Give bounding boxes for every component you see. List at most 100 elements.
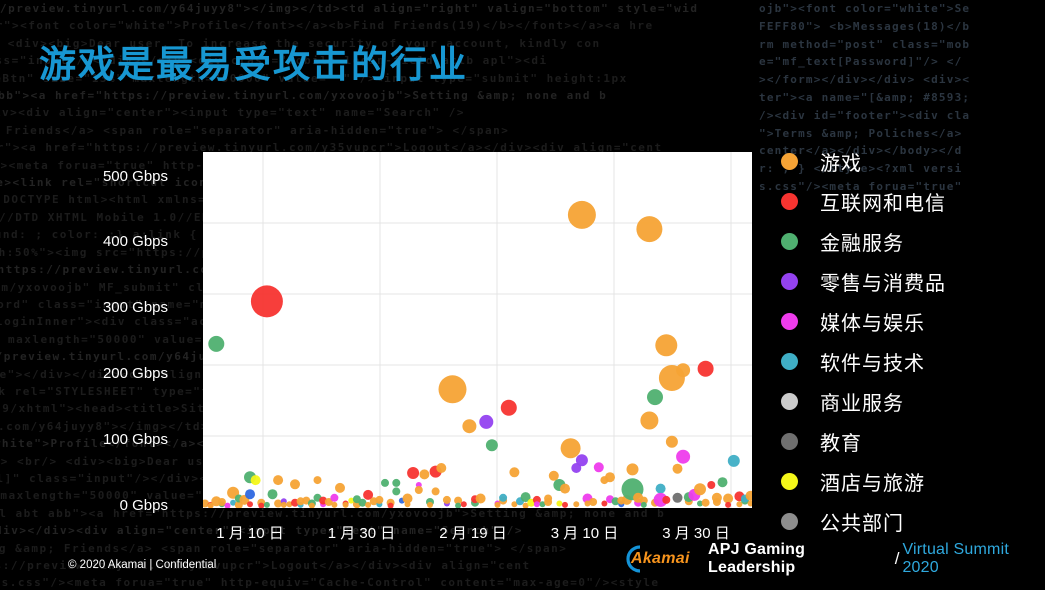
attack-bubble — [727, 454, 740, 467]
event-subtitle: Virtual Summit 2020 — [902, 541, 1009, 576]
attack-bubble — [250, 285, 283, 318]
event-title: APJ Gaming Leadership — [708, 541, 806, 576]
attack-bubble — [511, 501, 518, 508]
y-axis-label: 400 Gbps — [102, 233, 168, 250]
legend-item: 零售与消费品 — [781, 268, 946, 295]
attack-bubble — [475, 493, 486, 504]
attack-bubble — [522, 502, 529, 508]
attack-bubble — [573, 501, 580, 508]
attack-bubble — [335, 482, 345, 493]
attack-bubble — [745, 490, 752, 501]
y-axis-label: 100 Gbps — [102, 431, 168, 448]
attack-bubble — [431, 487, 440, 496]
legend-label: 金融服务 — [820, 232, 904, 255]
attack-bubble — [392, 478, 401, 487]
attack-bubble — [556, 500, 563, 507]
page-title: 游戏是最易受攻击的行业 — [39, 44, 468, 85]
legend-color-dot — [781, 232, 798, 250]
attack-bubble — [717, 477, 728, 488]
attack-bubble — [245, 489, 255, 500]
legend-label: 媒体与娱乐 — [820, 312, 925, 335]
x-axis-label: 3 月 10 日 — [550, 525, 619, 542]
y-axis-label: 200 Gbps — [102, 365, 168, 382]
legend-item: 金融服务 — [781, 228, 946, 255]
attack-bubble — [544, 494, 553, 503]
attack-bubble — [267, 489, 278, 500]
attack-bubble — [381, 478, 389, 487]
attack-bubble — [479, 414, 494, 429]
attack-bubble — [701, 498, 710, 507]
attack-bubble — [363, 489, 374, 500]
legend-label: 商业服务 — [820, 392, 904, 415]
attack-bubble — [217, 498, 226, 506]
attack-bubble — [584, 500, 591, 507]
attack-bubble — [494, 501, 501, 508]
attack-bubble — [208, 335, 225, 352]
attack-bubble — [665, 435, 678, 448]
attack-bubble — [263, 501, 270, 508]
attack-bubble — [655, 483, 666, 494]
x-axis-label: 3 月 30 日 — [662, 525, 730, 542]
attack-bubble — [330, 493, 339, 502]
attack-bubble — [230, 499, 237, 506]
bubble-chart — [203, 152, 752, 508]
attack-bubble — [626, 463, 639, 476]
x-axis-label: 1 月 10 日 — [216, 525, 284, 542]
attack-bubble — [593, 462, 604, 473]
attack-bubble — [427, 501, 433, 508]
attack-bubble — [500, 399, 517, 416]
attack-bubble — [694, 483, 706, 496]
legend-color-dot — [781, 352, 798, 370]
attack-bubble — [462, 419, 477, 434]
legend-item: 软件与技术 — [781, 348, 946, 375]
attack-bubble — [567, 200, 596, 229]
attack-bubble — [419, 469, 430, 480]
attack-bubble — [402, 493, 413, 504]
x-axis-label: 1 月 30 日 — [327, 525, 396, 542]
attack-bubble — [575, 454, 588, 467]
y-axis-label: 0 Gbps — [119, 497, 168, 514]
legend-item: 教育 — [781, 428, 946, 455]
attack-bubble — [442, 495, 451, 504]
attack-bubble — [640, 411, 659, 430]
legend-color-dot — [781, 472, 798, 490]
attack-bubble — [342, 501, 349, 508]
attack-bubble — [571, 463, 582, 473]
attack-bubble — [725, 501, 732, 508]
attack-bubble — [392, 487, 401, 496]
attack-bubble — [636, 216, 663, 243]
attack-bubble — [460, 501, 467, 508]
attack-bubble — [224, 502, 231, 508]
akamai-logo: Akamai — [618, 543, 702, 575]
legend-color-dot — [781, 272, 798, 290]
attack-bubble — [736, 501, 743, 508]
y-axis-label: 500 Gbps — [102, 168, 168, 185]
copyright-text: © 2020 Akamai | Confidential — [68, 559, 217, 571]
attack-bubble — [454, 496, 463, 505]
attack-bubble — [387, 502, 394, 508]
attack-bubble — [308, 502, 315, 508]
attack-bubble — [562, 501, 568, 508]
attack-bubble — [589, 498, 598, 506]
legend-item: 媒体与娱乐 — [781, 308, 946, 335]
attack-bubble — [601, 500, 608, 507]
attack-bubble — [203, 499, 209, 508]
attack-bubble — [274, 499, 283, 508]
attack-bubble — [438, 375, 467, 404]
attack-bubble — [485, 439, 498, 452]
attack-bubble — [676, 363, 691, 378]
attack-bubble — [747, 500, 752, 507]
attack-bubble — [250, 475, 261, 486]
attack-bubble — [499, 493, 508, 502]
attack-bubble — [331, 501, 338, 508]
legend-label: 公共部门 — [820, 512, 904, 535]
attack-bubble — [280, 501, 287, 508]
legend: 游戏 互联网和电信 金融服务 零售与消费品 媒体与娱乐 软件与技术 商业服务 教育 酒店与旅游公… — [781, 148, 946, 548]
attack-bubble — [509, 467, 520, 478]
attack-bubble — [375, 495, 384, 504]
attack-bubble — [539, 501, 546, 508]
legend-color-dot — [781, 152, 798, 170]
attack-bubble — [672, 463, 683, 474]
event-separator: / — [894, 549, 900, 568]
